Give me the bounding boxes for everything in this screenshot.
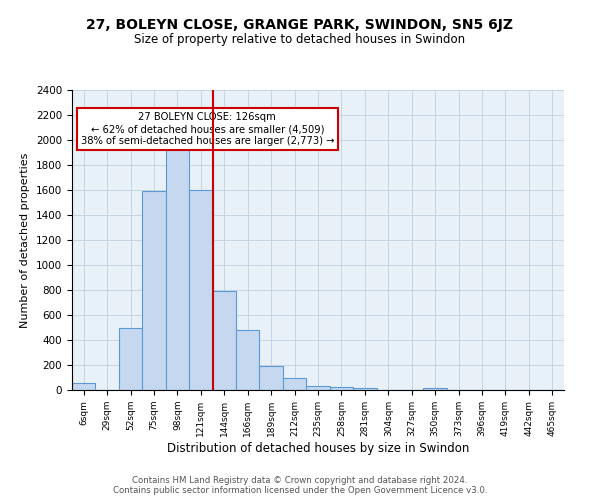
Bar (306, 386, 330, 390)
Bar (330, 386, 353, 390)
Bar (119, 328, 142, 390)
X-axis label: Distribution of detached houses by size in Swindon: Distribution of detached houses by size … (167, 442, 469, 454)
Bar (424, 388, 447, 390)
Bar (236, 330, 259, 390)
Bar (259, 366, 283, 390)
Y-axis label: Number of detached properties: Number of detached properties (20, 152, 31, 328)
Bar (166, 146, 189, 390)
Bar (353, 388, 377, 390)
Text: Size of property relative to detached houses in Swindon: Size of property relative to detached ho… (134, 32, 466, 46)
Bar (189, 190, 212, 390)
Bar (142, 191, 166, 390)
Bar (72, 382, 95, 390)
Text: Contains public sector information licensed under the Open Government Licence v3: Contains public sector information licen… (113, 486, 487, 495)
Bar (212, 291, 236, 390)
Text: Contains HM Land Registry data © Crown copyright and database right 2024.: Contains HM Land Registry data © Crown c… (132, 476, 468, 485)
Bar (283, 378, 306, 390)
Text: 27, BOLEYN CLOSE, GRANGE PARK, SWINDON, SN5 6JZ: 27, BOLEYN CLOSE, GRANGE PARK, SWINDON, … (86, 18, 514, 32)
Text: 27 BOLEYN CLOSE: 126sqm
← 62% of detached houses are smaller (4,509)
38% of semi: 27 BOLEYN CLOSE: 126sqm ← 62% of detache… (80, 112, 334, 146)
